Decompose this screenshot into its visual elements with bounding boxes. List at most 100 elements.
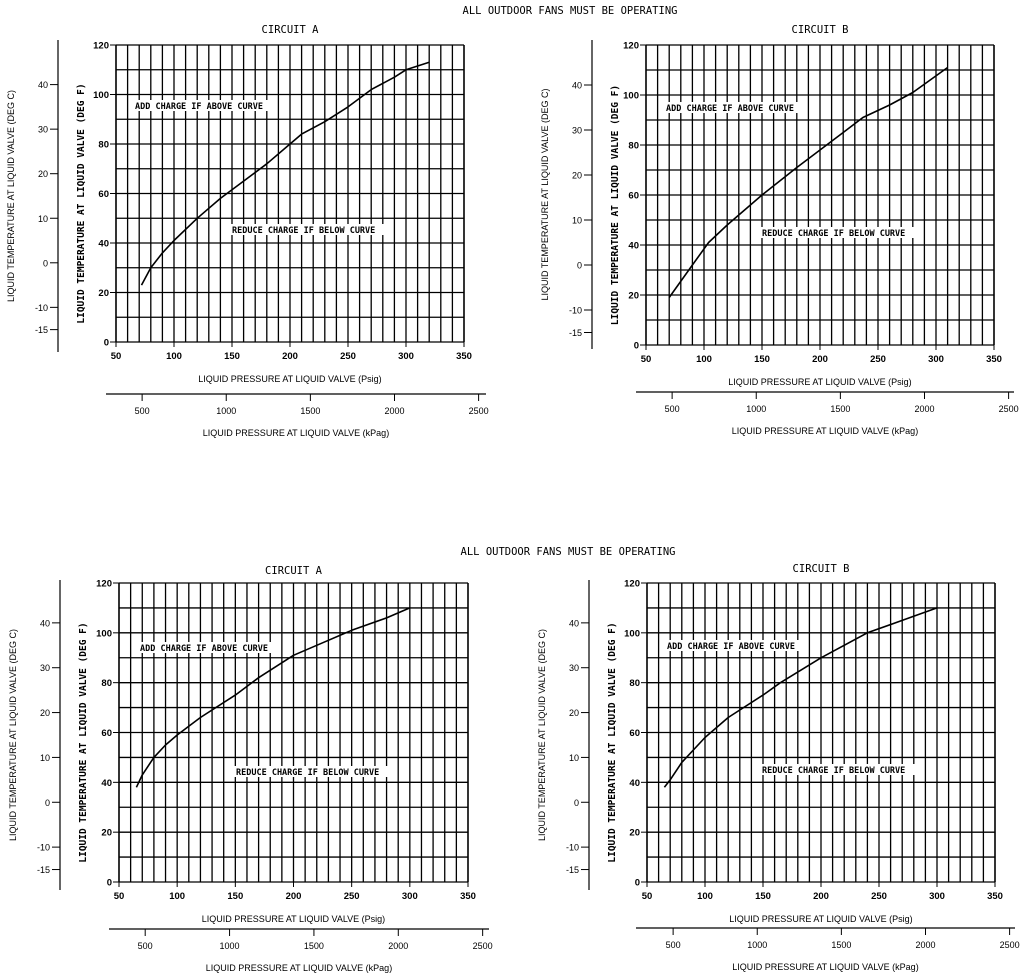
x-tick-label: 200: [813, 891, 829, 902]
degc-tick-label: 40: [572, 81, 582, 91]
annotation-backing: [138, 642, 281, 653]
x-axis-label: LIQUID PRESSURE AT LIQUID VALVE (Psig): [728, 377, 911, 387]
x-tick-label: 300: [398, 351, 414, 362]
kpag-tick-label: 1500: [830, 404, 850, 414]
degc-tick-label: 10: [572, 216, 582, 226]
degc-axis-label: LIQUID TEMPERATURE AT LIQUID VALVE (DEG …: [6, 90, 16, 302]
y-tick-label: 40: [98, 239, 109, 250]
chart-title: CIRCUIT B: [792, 24, 849, 36]
chart-title: CIRCUIT A: [265, 565, 323, 577]
x-tick-label: 100: [169, 891, 185, 902]
x-tick-label: 300: [402, 891, 418, 902]
x-tick-label: 350: [456, 351, 472, 362]
y-tick-label: 60: [629, 728, 640, 739]
x-tick-label: 350: [986, 354, 1002, 365]
degc-tick-label: 10: [569, 753, 579, 763]
kpag-axis-label: LIQUID PRESSURE AT LIQUID VALVE (kPag): [732, 426, 918, 436]
degc-axis-label: LIQUID TEMPERATURE AT LIQUID VALVE (DEG …: [8, 629, 18, 841]
x-axis-label: LIQUID PRESSURE AT LIQUID VALVE (Psig): [729, 914, 912, 924]
kpag-tick-label: 1500: [300, 406, 320, 416]
y-tick-label: 0: [104, 338, 109, 349]
annotation-backing: [760, 764, 920, 775]
annotation-backing: [760, 227, 920, 238]
degc-tick-label: -15: [569, 328, 582, 338]
kpag-tick-label: 1000: [220, 941, 240, 951]
y-tick-label: 20: [628, 291, 639, 302]
degc-tick-label: 30: [40, 663, 50, 673]
annotation-add-charge: ADD CHARGE IF ABOVE CURVE: [667, 642, 795, 652]
degc-axis-label: LIQUID TEMPERATURE AT LIQUID VALVE (DEG …: [537, 629, 547, 841]
kpag-tick-label: 500: [135, 406, 150, 416]
charging-curve: [668, 66, 949, 298]
annotation-backing: [133, 100, 276, 111]
x-axis-label: LIQUID PRESSURE AT LIQUID VALVE (Psig): [198, 374, 381, 384]
degc-tick-label: -10: [35, 303, 48, 313]
x-tick-label: 100: [697, 891, 713, 902]
kpag-tick-label: 1000: [746, 404, 766, 414]
x-tick-label: 300: [928, 354, 944, 365]
annotation-reduce-charge: REDUCE CHARGE IF BELOW CURVE: [762, 229, 905, 239]
kpag-tick-label: 2500: [1000, 940, 1020, 950]
kpag-tick-label: 2500: [999, 404, 1019, 414]
x-tick-label: 50: [114, 891, 125, 902]
y-tick-label: 80: [628, 141, 639, 152]
kpag-tick-label: 1000: [216, 406, 236, 416]
degc-tick-label: -15: [35, 325, 48, 335]
kpag-tick-label: 2000: [914, 404, 934, 414]
y-tick-label: 80: [98, 140, 109, 151]
degc-tick-label: 30: [572, 126, 582, 136]
y-tick-label: 100: [96, 628, 112, 639]
kpag-tick-label: 500: [666, 940, 681, 950]
annotation-add-charge: ADD CHARGE IF ABOVE CURVE: [140, 644, 268, 654]
y-tick-label: 0: [634, 341, 639, 352]
kpag-tick-label: 500: [138, 941, 153, 951]
degc-axis-label: LIQUID TEMPERATURE AT LIQUID VALVE (DEG …: [540, 88, 550, 300]
charging-curve: [663, 607, 938, 788]
kpag-axis-label: LIQUID PRESSURE AT LIQUID VALVE (kPag): [206, 963, 392, 973]
degc-tick-label: -10: [569, 306, 582, 316]
degc-tick-label: -10: [37, 843, 50, 853]
charging-curve: [140, 61, 430, 286]
x-tick-label: 150: [227, 891, 243, 902]
y-tick-label: 40: [629, 778, 640, 789]
x-tick-label: 150: [755, 891, 771, 902]
x-tick-label: 250: [870, 354, 886, 365]
x-tick-label: 200: [282, 351, 298, 362]
x-tick-label: 250: [344, 891, 360, 902]
kpag-tick-label: 2500: [473, 941, 493, 951]
annotation-reduce-charge: REDUCE CHARGE IF BELOW CURVE: [762, 766, 905, 776]
y-axis-label: LIQUID TEMPERATURE AT LIQUID VALVE (DEG …: [610, 85, 621, 325]
y-tick-label: 60: [628, 191, 639, 202]
annotation-reduce-charge: REDUCE CHARGE IF BELOW CURVE: [232, 226, 375, 236]
degc-tick-label: 30: [569, 663, 579, 673]
y-tick-label: 100: [623, 91, 639, 102]
group-title-bottom: ALL OUTDOOR FANS MUST BE OPERATING: [461, 546, 676, 558]
degc-tick-label: 0: [45, 798, 50, 808]
degc-tick-label: 0: [43, 258, 48, 268]
x-tick-label: 150: [754, 354, 770, 365]
y-tick-label: 20: [98, 288, 109, 299]
y-tick-label: 0: [107, 878, 112, 889]
kpag-tick-label: 1500: [304, 941, 324, 951]
x-tick-label: 50: [642, 891, 653, 902]
y-tick-label: 40: [628, 241, 639, 252]
y-tick-label: 80: [101, 678, 112, 689]
annotation-backing: [230, 224, 390, 235]
y-tick-label: 100: [624, 628, 640, 639]
degc-tick-label: -15: [37, 865, 50, 875]
y-tick-label: 60: [98, 189, 109, 200]
chart-title: CIRCUIT B: [793, 563, 850, 575]
degc-tick-label: 10: [40, 753, 50, 763]
x-tick-label: 150: [224, 351, 240, 362]
y-axis-label: LIQUID TEMPERATURE AT LIQUID VALVE (DEG …: [76, 83, 87, 323]
annotation-backing: [234, 766, 394, 777]
x-tick-label: 200: [286, 891, 302, 902]
x-tick-label: 50: [111, 351, 122, 362]
kpag-tick-label: 1500: [831, 940, 851, 950]
degc-tick-label: -10: [566, 843, 579, 853]
x-tick-label: 100: [696, 354, 712, 365]
annotation-add-charge: ADD CHARGE IF ABOVE CURVE: [135, 102, 263, 112]
x-tick-label: 100: [166, 351, 182, 362]
